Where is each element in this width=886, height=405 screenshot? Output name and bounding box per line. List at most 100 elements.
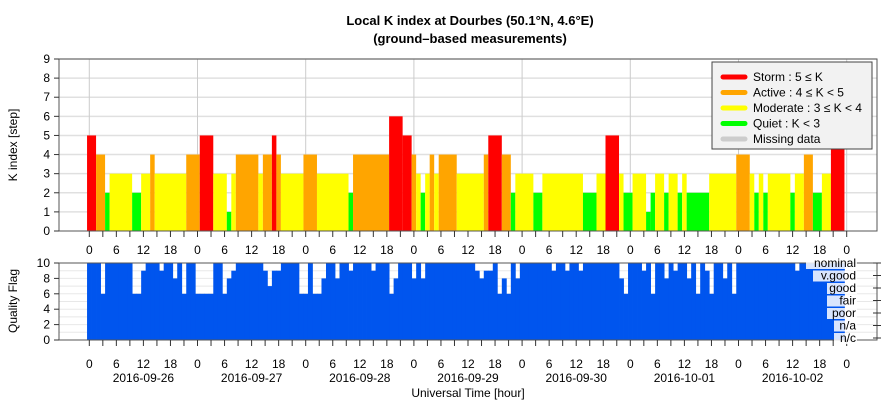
k-index-bar xyxy=(794,173,804,231)
x-tick-label: 12 xyxy=(353,357,367,371)
x-tick-label: 0 xyxy=(86,357,93,371)
k-index-bar xyxy=(316,173,349,231)
quality-bar xyxy=(123,263,129,340)
quality-bar xyxy=(637,263,642,340)
x-tick-label: 0 xyxy=(411,357,418,371)
y-tick-label: 8 xyxy=(43,71,50,85)
quality-bar xyxy=(335,278,340,340)
quality-bar xyxy=(177,263,183,340)
quality-bar xyxy=(168,263,174,340)
x-tick-label: 18 xyxy=(272,243,286,257)
quality-bar xyxy=(96,263,101,340)
quality-bar xyxy=(632,263,638,340)
quality-bar xyxy=(677,263,683,340)
quality-bar xyxy=(641,270,647,340)
flag-label: nominal xyxy=(814,256,856,270)
quality-bar xyxy=(587,263,593,340)
flag-label: good xyxy=(829,281,856,295)
quality-bar xyxy=(91,263,97,340)
k-index-bar xyxy=(542,173,583,231)
y-tick-label: 3 xyxy=(43,167,50,181)
y-tick-label: 6 xyxy=(43,109,50,123)
quality-bar xyxy=(781,263,787,340)
quality-bar xyxy=(307,263,313,340)
quality-bar xyxy=(700,263,706,340)
x-tick-label: 18 xyxy=(705,357,719,371)
quality-bar xyxy=(348,270,354,340)
legend-label-quiet: Quiet : K < 3 xyxy=(753,117,820,131)
x-tick-label: 0 xyxy=(843,243,850,257)
quality-bar xyxy=(758,263,764,340)
quality-bar xyxy=(136,293,142,340)
quality-bar xyxy=(709,293,715,340)
x-tick-label: 12 xyxy=(678,357,692,371)
k-index-bar xyxy=(276,154,281,231)
quality-bar xyxy=(591,263,597,340)
quality-bar xyxy=(393,278,399,340)
quality-bar xyxy=(519,263,525,340)
x-tick-label: 0 xyxy=(194,243,201,257)
date-label: 2016-09-29 xyxy=(437,371,499,385)
flag-label-bg xyxy=(827,295,857,307)
quality-bar xyxy=(181,293,187,340)
quality-bar xyxy=(776,263,782,340)
k-index-bar xyxy=(830,135,845,231)
quality-bar xyxy=(416,263,422,340)
k-index-bar xyxy=(303,154,317,231)
date-label: 2016-10-02 xyxy=(762,371,824,385)
quality-bar xyxy=(731,293,737,340)
x-tick-label: 18 xyxy=(488,243,502,257)
quality-bar xyxy=(772,263,778,340)
x-tick-label: 6 xyxy=(113,357,120,371)
x-tick-label: 6 xyxy=(762,357,769,371)
quality-bar xyxy=(258,263,264,340)
chart-title-line1: Local K index at Dourbes (50.1°N, 4.6°E) xyxy=(346,13,593,28)
quality-bar xyxy=(141,270,147,340)
quality-bar xyxy=(691,263,697,340)
quality-bar xyxy=(501,278,507,340)
quality-bar xyxy=(564,270,570,340)
k-index-bar xyxy=(682,173,687,231)
quality-bar xyxy=(186,263,192,340)
quality-bar xyxy=(267,286,273,340)
quality-bar xyxy=(749,263,755,340)
quality-bar xyxy=(434,263,440,340)
quality-bar xyxy=(479,278,485,340)
quality-bar xyxy=(298,293,304,340)
x-tick-label: 18 xyxy=(813,243,827,257)
quality-bar xyxy=(429,263,435,340)
k-index-bar xyxy=(632,173,647,231)
quality-bar xyxy=(704,270,710,340)
k-index-bar xyxy=(754,192,759,231)
quality-bar xyxy=(808,263,814,340)
k-index-bar xyxy=(186,154,200,231)
k-index-bar xyxy=(438,154,457,231)
x-tick-label: 6 xyxy=(438,243,445,257)
x-tick-label: 18 xyxy=(597,243,611,257)
x-axis-label: Universal Time [hour] xyxy=(411,386,524,400)
quality-bar xyxy=(560,263,566,340)
y-tick-label: 7 xyxy=(43,90,50,104)
k-index-bar xyxy=(790,192,795,231)
y-tick-label: 0 xyxy=(43,333,50,347)
k-index-bar xyxy=(488,135,502,231)
quality-bar xyxy=(488,270,494,340)
quality-bar xyxy=(510,263,516,340)
quality-bar xyxy=(542,263,548,340)
quality-bar xyxy=(578,270,584,340)
quality-bar xyxy=(524,263,530,340)
x-tick-label: 0 xyxy=(627,357,634,371)
quality-bar xyxy=(253,263,259,340)
quality-bar xyxy=(619,278,624,340)
quality-bar xyxy=(483,270,489,340)
date-label: 2016-09-30 xyxy=(546,371,608,385)
flag-label: fair xyxy=(839,294,856,308)
quality-bar xyxy=(573,263,579,340)
flag-label-bg xyxy=(827,283,857,294)
quality-bar xyxy=(551,270,557,340)
quality-bar xyxy=(389,293,395,340)
quality-bar xyxy=(231,270,237,340)
k-index-bar xyxy=(664,192,669,231)
date-label: 2016-09-26 xyxy=(113,371,175,385)
axes: 0123456789024681000661212181800661212181… xyxy=(37,52,881,385)
